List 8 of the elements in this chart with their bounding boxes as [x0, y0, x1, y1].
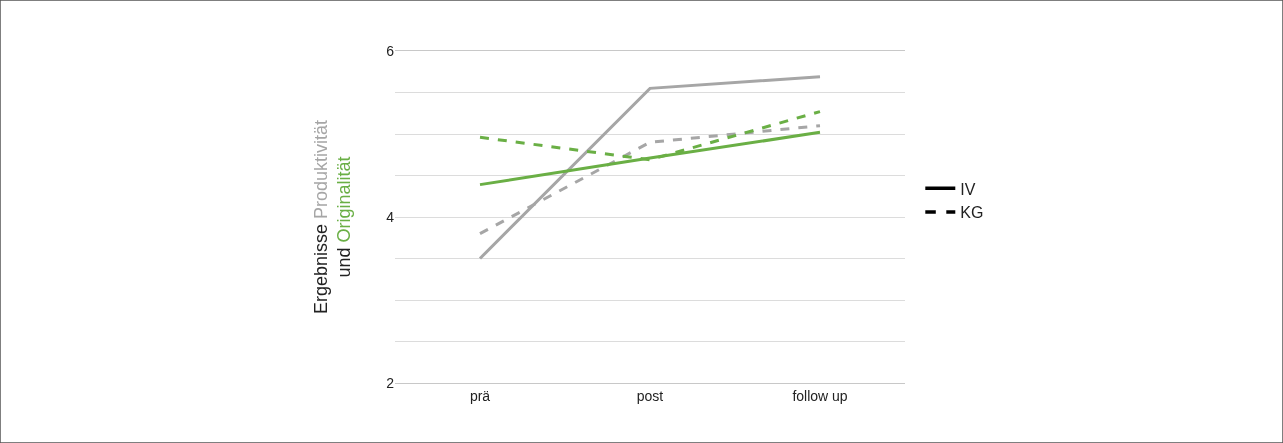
x-tick-label: post — [636, 387, 664, 404]
y-tick-label: 4 — [386, 208, 395, 225]
y-tick-label: 2 — [386, 374, 395, 391]
text: KG — [960, 204, 984, 222]
text: IV — [960, 180, 976, 198]
y-tick-label: 6 — [386, 42, 395, 59]
x-tick-label: follow up — [792, 387, 848, 404]
x-tick-label: prä — [469, 387, 491, 404]
